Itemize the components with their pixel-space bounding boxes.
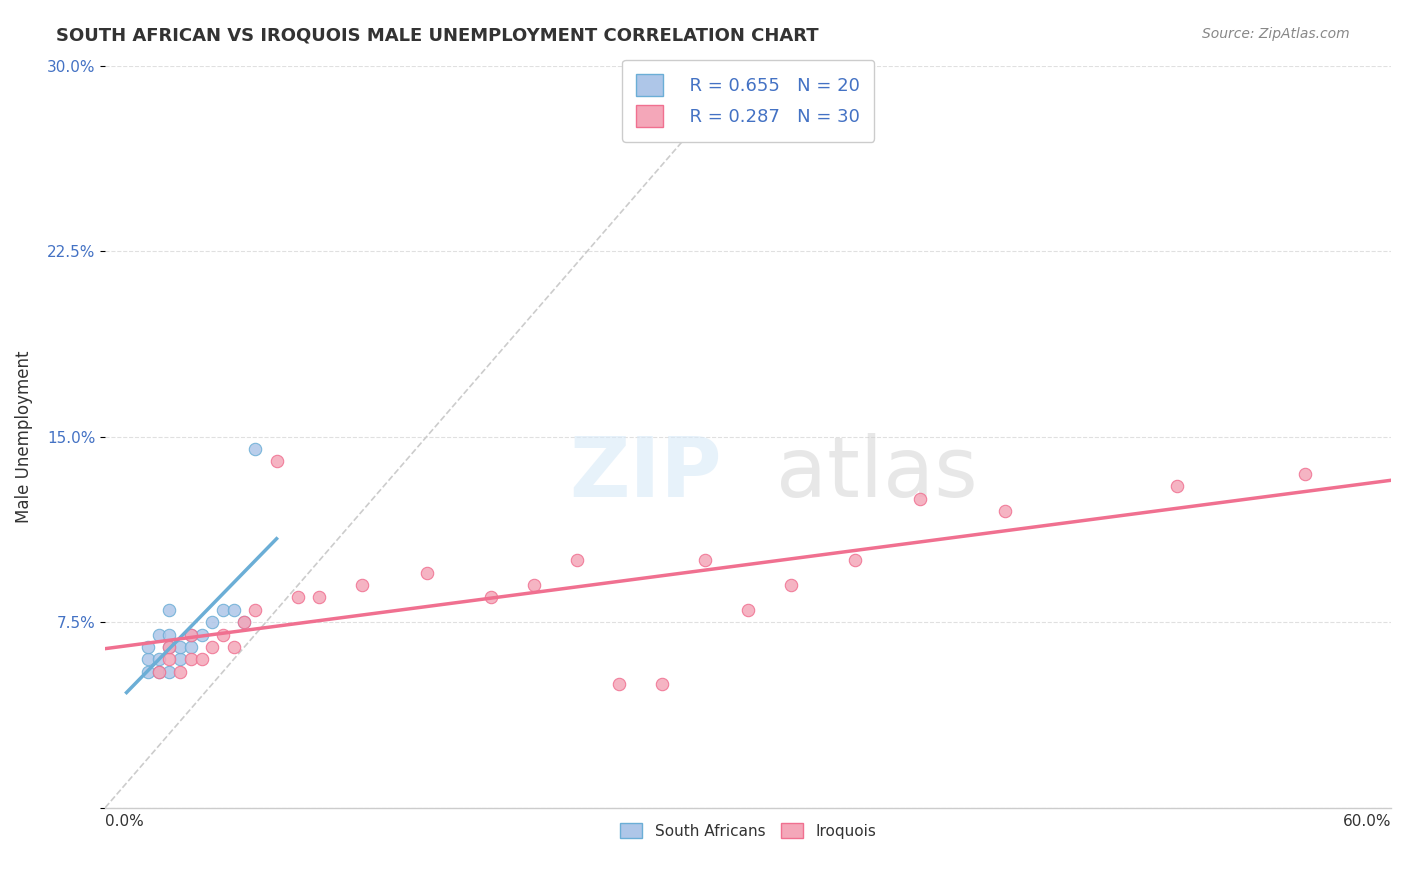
Point bbox=[136, 652, 159, 666]
Point bbox=[352, 578, 374, 592]
Point bbox=[157, 603, 180, 617]
Point bbox=[565, 553, 588, 567]
Point bbox=[780, 578, 803, 592]
Point bbox=[180, 652, 202, 666]
Point bbox=[287, 591, 309, 605]
Point bbox=[844, 553, 866, 567]
Point bbox=[201, 615, 224, 630]
Point bbox=[308, 591, 330, 605]
Text: ZIP: ZIP bbox=[569, 434, 721, 515]
Point bbox=[415, 566, 437, 580]
Point bbox=[243, 603, 266, 617]
Point bbox=[479, 591, 502, 605]
Point bbox=[233, 615, 256, 630]
Point bbox=[1166, 479, 1188, 493]
Point bbox=[212, 627, 235, 641]
Point bbox=[169, 652, 191, 666]
Point bbox=[157, 640, 180, 654]
Point bbox=[212, 603, 235, 617]
Point bbox=[136, 640, 159, 654]
Point bbox=[157, 665, 180, 679]
Point bbox=[148, 627, 170, 641]
Point bbox=[190, 652, 212, 666]
Point bbox=[201, 640, 224, 654]
Legend: South Africans, Iroquois: South Africans, Iroquois bbox=[613, 816, 883, 845]
Point bbox=[222, 603, 245, 617]
Text: atlas: atlas bbox=[776, 434, 977, 515]
Y-axis label: Male Unemployment: Male Unemployment bbox=[15, 351, 32, 523]
Point bbox=[222, 640, 245, 654]
Text: 0.0%: 0.0% bbox=[105, 814, 143, 830]
Point bbox=[243, 442, 266, 456]
Point bbox=[169, 665, 191, 679]
Point bbox=[169, 640, 191, 654]
Point bbox=[737, 603, 759, 617]
Point bbox=[136, 665, 159, 679]
Point bbox=[609, 677, 631, 691]
Point bbox=[994, 504, 1017, 518]
Point bbox=[651, 677, 673, 691]
Text: SOUTH AFRICAN VS IROQUOIS MALE UNEMPLOYMENT CORRELATION CHART: SOUTH AFRICAN VS IROQUOIS MALE UNEMPLOYM… bbox=[56, 27, 818, 45]
Point bbox=[190, 627, 212, 641]
Point bbox=[233, 615, 256, 630]
Point bbox=[266, 454, 288, 468]
Point bbox=[523, 578, 546, 592]
Point bbox=[148, 652, 170, 666]
Point bbox=[157, 640, 180, 654]
Text: 60.0%: 60.0% bbox=[1343, 814, 1391, 830]
Point bbox=[908, 491, 931, 506]
Point bbox=[157, 627, 180, 641]
Point bbox=[1294, 467, 1316, 481]
Point bbox=[148, 665, 170, 679]
Point bbox=[148, 665, 170, 679]
Point bbox=[695, 553, 717, 567]
Point bbox=[157, 652, 180, 666]
Point bbox=[180, 627, 202, 641]
Text: Source: ZipAtlas.com: Source: ZipAtlas.com bbox=[1202, 27, 1350, 41]
Point bbox=[180, 640, 202, 654]
Point bbox=[180, 627, 202, 641]
